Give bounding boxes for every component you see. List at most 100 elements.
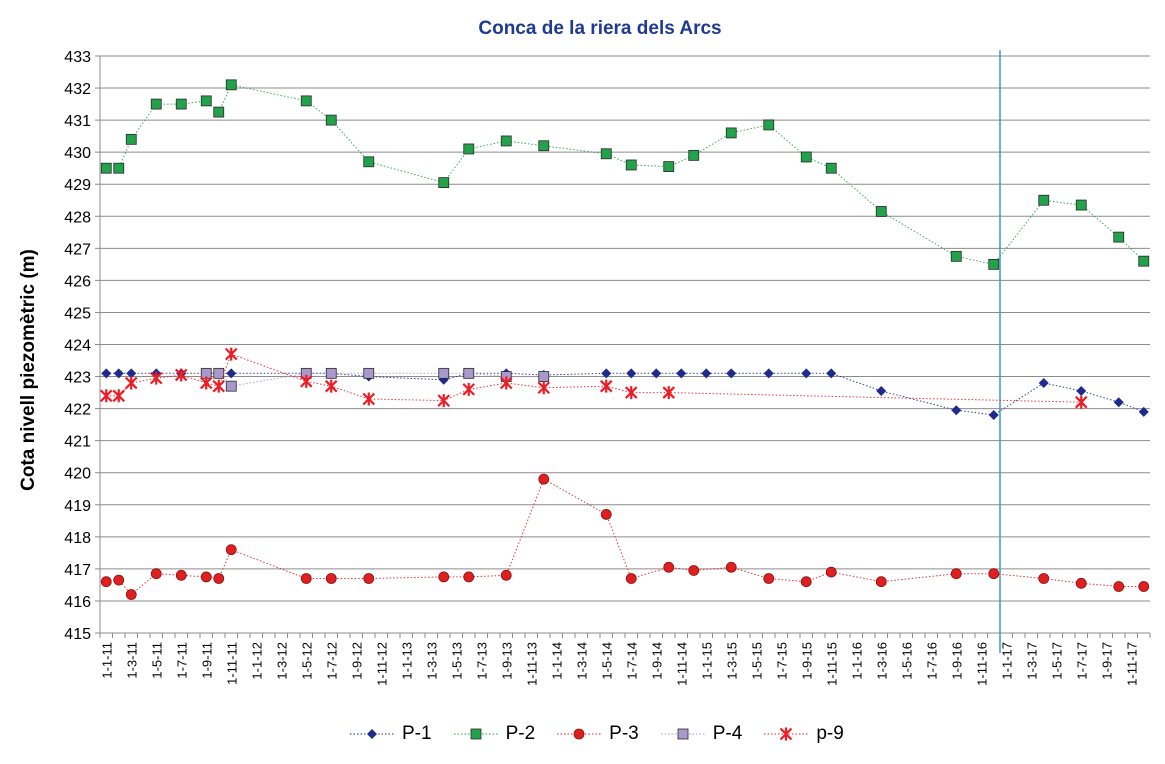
x-tick-label: 1-7-12 bbox=[324, 642, 339, 680]
data-point bbox=[538, 473, 550, 485]
data-point bbox=[1138, 255, 1150, 267]
data-point bbox=[226, 368, 237, 379]
x-tick-label: 1-3-13 bbox=[424, 642, 439, 680]
data-point bbox=[150, 568, 162, 580]
data-point bbox=[300, 95, 312, 107]
data-point bbox=[325, 114, 337, 126]
y-tick-label: 415 bbox=[64, 626, 91, 643]
data-point bbox=[950, 250, 962, 262]
data-point bbox=[825, 566, 837, 578]
data-point bbox=[826, 368, 837, 379]
legend-swatch bbox=[350, 729, 394, 739]
data-point bbox=[124, 376, 138, 390]
data-point bbox=[538, 371, 550, 382]
data-point bbox=[150, 98, 162, 110]
data-point bbox=[988, 568, 1000, 580]
x-tick-label: 1-9-13 bbox=[499, 642, 514, 680]
data-point bbox=[600, 508, 612, 520]
data-point bbox=[662, 386, 676, 400]
y-tick-label: 426 bbox=[64, 273, 91, 290]
y-tick-label: 428 bbox=[64, 209, 91, 226]
data-point bbox=[1138, 406, 1149, 417]
x-tick-label: 1-11-11 bbox=[224, 642, 239, 685]
data-point bbox=[324, 379, 338, 393]
data-point bbox=[113, 162, 125, 174]
x-tick-label: 1-11-16 bbox=[974, 642, 989, 686]
x-tick-label: 1-7-17 bbox=[1074, 642, 1089, 680]
data-point bbox=[800, 576, 812, 588]
data-point bbox=[1038, 194, 1050, 206]
data-point bbox=[825, 162, 837, 174]
x-tick-label: 1-5-14 bbox=[599, 642, 614, 680]
x-tick-label: 1-7-15 bbox=[774, 642, 789, 680]
data-point bbox=[437, 394, 451, 408]
data-point bbox=[174, 368, 188, 382]
x-tick-label: 1-9-17 bbox=[1099, 642, 1114, 680]
data-point bbox=[726, 368, 737, 379]
data-point bbox=[801, 368, 812, 379]
x-tick-label: 1-3-14 bbox=[574, 642, 589, 680]
data-point bbox=[599, 379, 613, 393]
series-line bbox=[206, 372, 544, 387]
series-line bbox=[106, 353, 1082, 403]
data-point bbox=[149, 371, 163, 385]
x-tick-label: 1-7-13 bbox=[474, 642, 489, 680]
data-point bbox=[763, 368, 774, 379]
x-tick-label: 1-5-13 bbox=[449, 642, 464, 680]
x-tick-label: 1-11-15 bbox=[824, 642, 839, 686]
series-p-9 bbox=[99, 347, 1088, 409]
x-tick-label: 1-9-14 bbox=[649, 642, 664, 680]
data-point bbox=[538, 140, 550, 152]
y-tick-label: 423 bbox=[64, 370, 91, 387]
x-tick-label: 1-1-17 bbox=[999, 642, 1014, 680]
data-point bbox=[988, 410, 999, 421]
legend-label: P-3 bbox=[609, 723, 639, 744]
data-point bbox=[1113, 231, 1125, 243]
x-tick-label: 1-5-15 bbox=[749, 642, 764, 680]
data-point bbox=[463, 143, 475, 155]
data-point bbox=[112, 389, 126, 403]
x-tick-label: 1-3-11 bbox=[124, 642, 139, 679]
legend-swatch bbox=[660, 728, 705, 740]
legend-marker bbox=[573, 728, 585, 740]
data-point bbox=[688, 565, 700, 576]
legend-item-p-4: P-4 bbox=[660, 723, 742, 745]
series-p-3 bbox=[100, 473, 1150, 600]
legend-item-p-9: p-9 bbox=[764, 723, 844, 745]
data-point bbox=[950, 568, 962, 580]
y-tick-label: 419 bbox=[64, 498, 91, 515]
y-tick-label: 431 bbox=[64, 113, 91, 130]
data-point bbox=[676, 368, 687, 379]
data-point bbox=[363, 573, 375, 584]
legend-label: p-9 bbox=[816, 723, 844, 744]
x-tick-label: 1-1-12 bbox=[249, 642, 264, 680]
chart-title: Conca de la riera dels Arcs bbox=[478, 18, 722, 39]
x-tick-label: 1-1-15 bbox=[699, 642, 714, 680]
y-tick-label: 433 bbox=[64, 49, 91, 66]
data-point bbox=[725, 561, 737, 573]
x-tick-label: 1-3-17 bbox=[1024, 642, 1039, 680]
x-tick-label: 1-9-16 bbox=[949, 642, 964, 680]
x-tick-label: 1-7-14 bbox=[624, 642, 639, 680]
x-tick-label: 1-9-15 bbox=[799, 642, 814, 680]
data-point bbox=[763, 573, 775, 584]
data-point bbox=[624, 386, 638, 400]
legend-swatch bbox=[453, 728, 498, 740]
data-point bbox=[213, 106, 225, 118]
y-tick-label: 422 bbox=[64, 402, 91, 419]
x-tick-label: 1-11-12 bbox=[374, 642, 389, 686]
data-point bbox=[1113, 397, 1124, 408]
data-point bbox=[225, 544, 237, 556]
data-point bbox=[1038, 573, 1050, 584]
x-tick-label: 1-9-12 bbox=[349, 642, 364, 680]
legend: P-1 P-2 P-3 P-4 p-9 bbox=[350, 720, 866, 748]
data-point bbox=[300, 573, 312, 584]
data-point bbox=[325, 367, 337, 379]
x-tick-label: 1-5-17 bbox=[1049, 642, 1064, 680]
legend-marker bbox=[470, 728, 481, 740]
y-tick-label: 425 bbox=[64, 305, 91, 322]
data-point bbox=[626, 368, 637, 379]
x-tick-label: 1-11-14 bbox=[674, 642, 689, 686]
series-line bbox=[106, 478, 1144, 596]
data-point bbox=[1074, 395, 1088, 409]
